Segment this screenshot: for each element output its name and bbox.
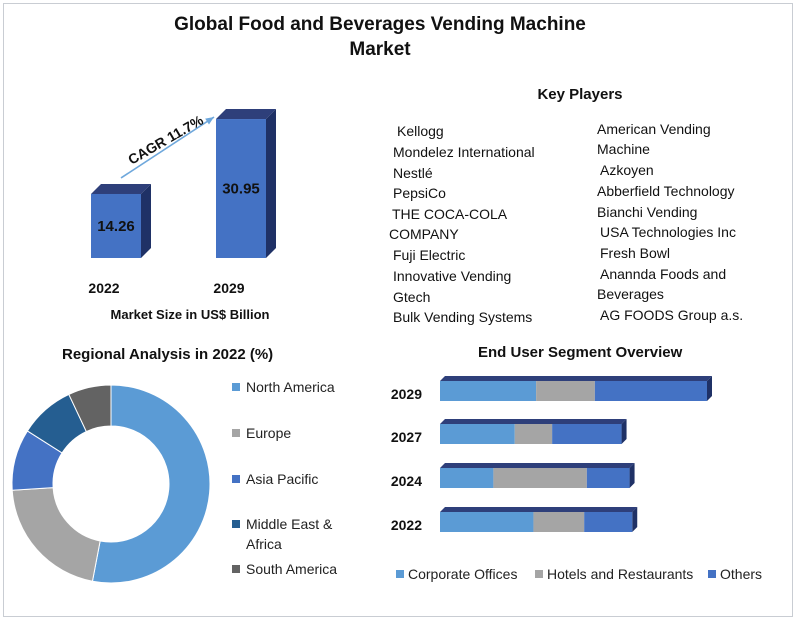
- legend-label: South America: [246, 561, 338, 577]
- legend-swatch: [232, 475, 240, 483]
- bar-side-2022: [141, 183, 151, 258]
- y-tick-label: 2024: [391, 473, 422, 489]
- legend-swatch: [232, 429, 240, 437]
- legend-label: North America: [246, 379, 335, 395]
- stack-segment-2027: [514, 424, 553, 444]
- legend-label: Asia Pacific: [246, 471, 319, 487]
- segment-chart-title: End User Segment Overview: [478, 344, 683, 361]
- key-player-right-4: Bianchi Vending: [597, 204, 698, 220]
- bar-value-label: 14.26: [97, 218, 135, 235]
- stack-segment-2027: [440, 424, 515, 444]
- stack-top-2027: [440, 419, 627, 424]
- donut-slice-north-america: [91, 384, 211, 584]
- bar-top-2029: [216, 109, 276, 120]
- key-player-left-5: COMPANY: [389, 226, 459, 242]
- legend-swatch: [232, 520, 240, 528]
- legend-swatch: [535, 570, 543, 578]
- donut-slice-south-america: [68, 384, 112, 433]
- y-tick-label: 2029: [391, 386, 422, 402]
- legend-label: Middle East & Africa: [246, 516, 333, 552]
- key-player-left-0: Kellogg: [397, 123, 444, 139]
- legend-label: Others: [720, 566, 763, 582]
- key-player-left-8: Gtech: [393, 289, 431, 305]
- stack-segment-2022: [533, 512, 585, 532]
- bar-side-2029: [266, 109, 276, 258]
- y-tick-label: 2027: [391, 429, 422, 445]
- stack-segment-2024: [440, 468, 494, 488]
- key-player-right-7: Anannda Foods and: [600, 266, 727, 282]
- x-tick-label: 2029: [213, 280, 244, 296]
- stack-segment-2024: [493, 468, 587, 488]
- x-axis-label: Market Size in US$ Billion: [111, 307, 270, 322]
- key-player-left-7: Innovative Vending: [393, 268, 512, 284]
- key-player-right-2: Azkoyen: [600, 162, 654, 178]
- legend-swatch: [232, 565, 240, 573]
- key-player-left-4: THE COCA-COLA: [392, 206, 508, 222]
- key-player-left-6: Fuji Electric: [393, 247, 466, 263]
- stack-side-2022: [632, 507, 638, 532]
- key-player-right-6: Fresh Bowl: [600, 245, 671, 261]
- legend-item-others: Others: [708, 566, 762, 582]
- y-tick-label: 2022: [391, 517, 422, 533]
- key-player-right-3: Abberfield Technology: [597, 183, 735, 199]
- legend-label: Hotels and Restaurants: [547, 566, 694, 582]
- key-players-title: Key Players: [537, 86, 623, 103]
- key-player-right-1: Machine: [597, 141, 650, 157]
- legend-item-hotels-restaurants: Hotels and Restaurants: [535, 566, 693, 582]
- legend-label: Europe: [246, 425, 292, 441]
- key-player-right-0: American Vending: [597, 121, 711, 137]
- legend-label: Corporate Offices: [408, 566, 518, 582]
- stack-top-2029: [440, 376, 712, 381]
- stack-side-2024: [629, 463, 635, 488]
- legend-swatch: [396, 570, 404, 578]
- stack-segment-2024: [586, 468, 630, 488]
- key-player-left-1: Mondelez International: [393, 144, 535, 160]
- cagr-annotation: CAGR 11.7%: [125, 111, 206, 167]
- key-player-right-5: USA Technologies Inc: [600, 224, 736, 240]
- infographic-frame: [3, 3, 793, 617]
- stack-side-2027: [621, 419, 627, 444]
- x-tick-label: 2022: [88, 280, 119, 296]
- bar-2029: [216, 119, 266, 258]
- key-player-left-3: PepsiCo: [393, 185, 446, 201]
- key-player-left-9: Bulk Vending Systems: [393, 309, 533, 325]
- bar-top-2022: [91, 183, 151, 194]
- stack-segment-2029: [594, 381, 707, 401]
- regional-chart-title: Regional Analysis in 2022 (%): [62, 346, 274, 363]
- stack-top-2024: [440, 463, 635, 468]
- legend-swatch: [708, 570, 716, 578]
- stack-segment-2027: [552, 424, 622, 444]
- stack-top-2022: [440, 507, 638, 512]
- stack-segment-2022: [440, 512, 534, 532]
- page-title: Global Food and Beverages Vending Machin…: [174, 14, 586, 60]
- legend-swatch: [232, 383, 240, 391]
- key-player-left-2: Nestlé: [393, 165, 433, 181]
- key-player-right-8: Beverages: [597, 286, 664, 302]
- cagr-arrow: [120, 116, 215, 179]
- key-player-right-9: AG FOODS Group a.s.: [600, 307, 744, 323]
- stack-segment-2029: [536, 381, 595, 401]
- legend-item-corporate-offices: Corporate Offices: [396, 566, 517, 582]
- bar-value-label: 30.95: [222, 181, 260, 198]
- donut-slice-europe: [11, 487, 101, 582]
- stack-side-2029: [707, 376, 712, 401]
- bar-2022: [91, 193, 141, 258]
- stack-segment-2029: [440, 381, 537, 401]
- cagr-arrowhead: [205, 117, 214, 125]
- stack-segment-2022: [584, 512, 633, 532]
